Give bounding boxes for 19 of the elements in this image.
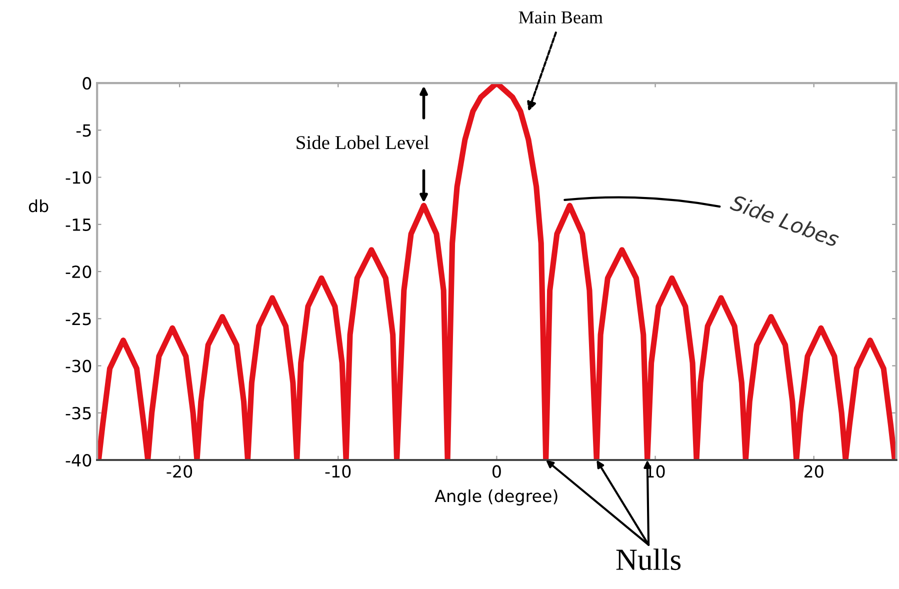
y-tick-label: -15 [66, 218, 91, 231]
x-tick-label: -10 [325, 465, 351, 478]
annotation: Side Lobes [729, 194, 841, 248]
annotation: Main Beam [518, 11, 603, 24]
x-tick-label: 20 [804, 465, 824, 478]
y-axis-title: db [28, 199, 48, 212]
y-tick-label: -25 [66, 312, 91, 326]
x-tick-label: 0 [492, 465, 501, 478]
x-axis-title: Angle (degree) [434, 489, 558, 506]
y-tick-label: -20 [66, 265, 92, 278]
y-tick-label: -35 [66, 406, 91, 420]
y-tick-label: -10 [66, 171, 92, 184]
annotation: Nulls [616, 548, 681, 570]
y-tick-label: -30 [66, 360, 92, 372]
x-tick-label: -20 [166, 465, 192, 478]
y-tick-label: -5 [76, 124, 91, 137]
y-tick-label: -40 [66, 454, 92, 467]
y-tick-label: 0 [82, 77, 92, 90]
annotation: Side Lobel Level [296, 135, 429, 150]
